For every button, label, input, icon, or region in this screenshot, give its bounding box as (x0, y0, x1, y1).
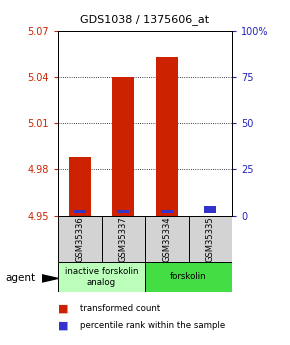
Bar (74, 210, 86, 213)
Bar (161, 210, 173, 213)
Text: GSM35337: GSM35337 (119, 216, 128, 262)
Bar (156, 57, 177, 216)
Text: GSM35335: GSM35335 (206, 216, 215, 262)
Text: inactive forskolin
analog: inactive forskolin analog (65, 267, 138, 287)
Bar (145, 216, 188, 262)
Text: GDS1038 / 1375606_at: GDS1038 / 1375606_at (80, 14, 210, 25)
Bar (145, 262, 232, 292)
Bar (102, 216, 145, 262)
Bar (58, 216, 102, 262)
Bar (188, 216, 232, 262)
Text: GSM35336: GSM35336 (75, 216, 84, 262)
Text: ■: ■ (58, 321, 68, 330)
Text: ■: ■ (58, 304, 68, 314)
Text: forskolin: forskolin (170, 272, 207, 282)
Text: percentile rank within the sample: percentile rank within the sample (80, 321, 225, 330)
Polygon shape (42, 275, 58, 282)
Text: agent: agent (6, 274, 36, 283)
Bar (204, 206, 216, 213)
Bar (117, 210, 129, 213)
Bar (58, 262, 145, 292)
Bar (113, 77, 134, 216)
Text: GSM35334: GSM35334 (162, 216, 171, 262)
Text: transformed count: transformed count (80, 304, 160, 313)
Bar (69, 157, 90, 216)
